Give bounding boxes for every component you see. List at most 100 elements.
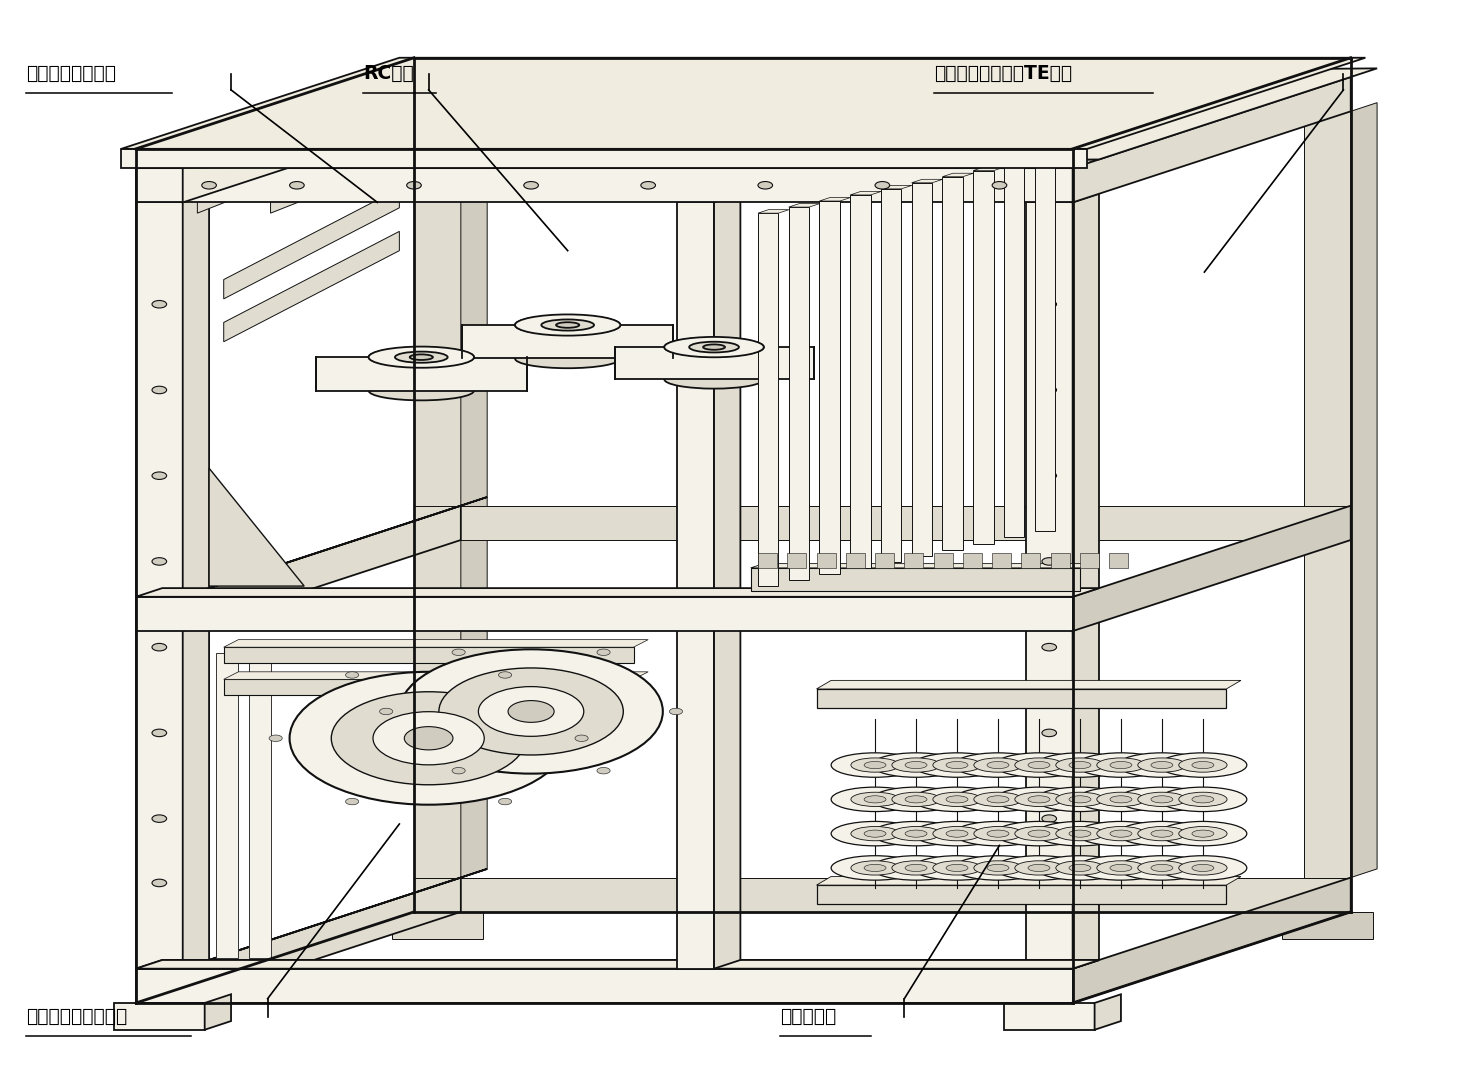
Ellipse shape xyxy=(1192,864,1214,872)
Ellipse shape xyxy=(1042,472,1057,480)
Ellipse shape xyxy=(933,861,982,875)
Polygon shape xyxy=(714,193,740,969)
Polygon shape xyxy=(135,969,1073,1003)
Ellipse shape xyxy=(954,787,1042,811)
Polygon shape xyxy=(183,878,461,1003)
Ellipse shape xyxy=(598,649,609,656)
Ellipse shape xyxy=(1078,822,1164,846)
Polygon shape xyxy=(121,57,1366,149)
Ellipse shape xyxy=(515,315,620,335)
Polygon shape xyxy=(121,149,1088,168)
Polygon shape xyxy=(197,92,442,187)
Ellipse shape xyxy=(974,826,1022,840)
Polygon shape xyxy=(1073,878,1351,1003)
Ellipse shape xyxy=(832,855,919,880)
Ellipse shape xyxy=(499,798,512,805)
Ellipse shape xyxy=(832,822,919,846)
Ellipse shape xyxy=(152,644,166,651)
Ellipse shape xyxy=(405,727,453,750)
Ellipse shape xyxy=(1151,796,1173,802)
Ellipse shape xyxy=(152,387,166,394)
Ellipse shape xyxy=(1138,758,1186,772)
Ellipse shape xyxy=(946,761,969,769)
Polygon shape xyxy=(933,553,952,568)
Ellipse shape xyxy=(202,181,216,189)
Ellipse shape xyxy=(1078,753,1164,778)
Ellipse shape xyxy=(995,753,1083,778)
Ellipse shape xyxy=(1042,815,1057,822)
Ellipse shape xyxy=(1014,793,1063,807)
Polygon shape xyxy=(1095,995,1122,1029)
Polygon shape xyxy=(1080,553,1100,568)
Polygon shape xyxy=(817,877,1241,886)
Polygon shape xyxy=(1004,161,1035,164)
Ellipse shape xyxy=(974,793,1022,807)
Ellipse shape xyxy=(394,352,447,363)
Ellipse shape xyxy=(892,861,941,875)
Polygon shape xyxy=(911,179,942,183)
Ellipse shape xyxy=(988,864,1008,872)
Polygon shape xyxy=(758,553,777,568)
Ellipse shape xyxy=(152,879,166,887)
Ellipse shape xyxy=(664,369,764,389)
Ellipse shape xyxy=(1179,826,1228,840)
Polygon shape xyxy=(1304,111,1351,878)
Polygon shape xyxy=(942,173,973,177)
Polygon shape xyxy=(992,553,1011,568)
Ellipse shape xyxy=(290,181,305,189)
Ellipse shape xyxy=(556,322,580,328)
Polygon shape xyxy=(113,1003,205,1029)
Ellipse shape xyxy=(1027,761,1050,769)
Ellipse shape xyxy=(1110,761,1132,769)
Ellipse shape xyxy=(1069,864,1091,872)
Ellipse shape xyxy=(1055,861,1104,875)
Polygon shape xyxy=(224,189,399,299)
Ellipse shape xyxy=(913,855,1001,880)
Ellipse shape xyxy=(864,761,886,769)
Polygon shape xyxy=(414,505,1351,540)
Ellipse shape xyxy=(1138,826,1186,840)
Polygon shape xyxy=(271,95,502,213)
Ellipse shape xyxy=(832,753,919,778)
Ellipse shape xyxy=(933,758,982,772)
Polygon shape xyxy=(462,325,673,359)
Ellipse shape xyxy=(1055,826,1104,840)
Ellipse shape xyxy=(992,181,1007,189)
Polygon shape xyxy=(1022,553,1041,568)
Ellipse shape xyxy=(892,758,941,772)
Ellipse shape xyxy=(152,300,166,308)
Ellipse shape xyxy=(499,672,512,678)
Ellipse shape xyxy=(368,348,474,367)
Polygon shape xyxy=(1073,77,1351,202)
Ellipse shape xyxy=(598,768,609,774)
Polygon shape xyxy=(788,553,807,568)
Ellipse shape xyxy=(1014,826,1063,840)
Ellipse shape xyxy=(946,796,969,802)
Polygon shape xyxy=(963,553,982,568)
Ellipse shape xyxy=(704,345,726,350)
Ellipse shape xyxy=(988,796,1008,802)
Polygon shape xyxy=(880,186,913,189)
Polygon shape xyxy=(614,347,814,379)
Ellipse shape xyxy=(988,831,1008,837)
Ellipse shape xyxy=(1069,831,1091,837)
Ellipse shape xyxy=(832,787,919,811)
Polygon shape xyxy=(973,171,994,543)
Ellipse shape xyxy=(1138,793,1186,807)
Ellipse shape xyxy=(346,798,359,805)
Ellipse shape xyxy=(905,831,927,837)
Ellipse shape xyxy=(409,354,433,360)
Ellipse shape xyxy=(1110,831,1132,837)
Ellipse shape xyxy=(1097,758,1145,772)
Polygon shape xyxy=(1073,505,1351,631)
Polygon shape xyxy=(224,647,633,663)
Ellipse shape xyxy=(1042,557,1057,565)
Polygon shape xyxy=(414,77,1351,111)
Ellipse shape xyxy=(406,181,421,189)
Ellipse shape xyxy=(1027,796,1050,802)
Ellipse shape xyxy=(864,796,886,802)
Ellipse shape xyxy=(905,864,927,872)
Ellipse shape xyxy=(864,864,886,872)
Ellipse shape xyxy=(1151,864,1173,872)
Polygon shape xyxy=(751,568,1080,592)
